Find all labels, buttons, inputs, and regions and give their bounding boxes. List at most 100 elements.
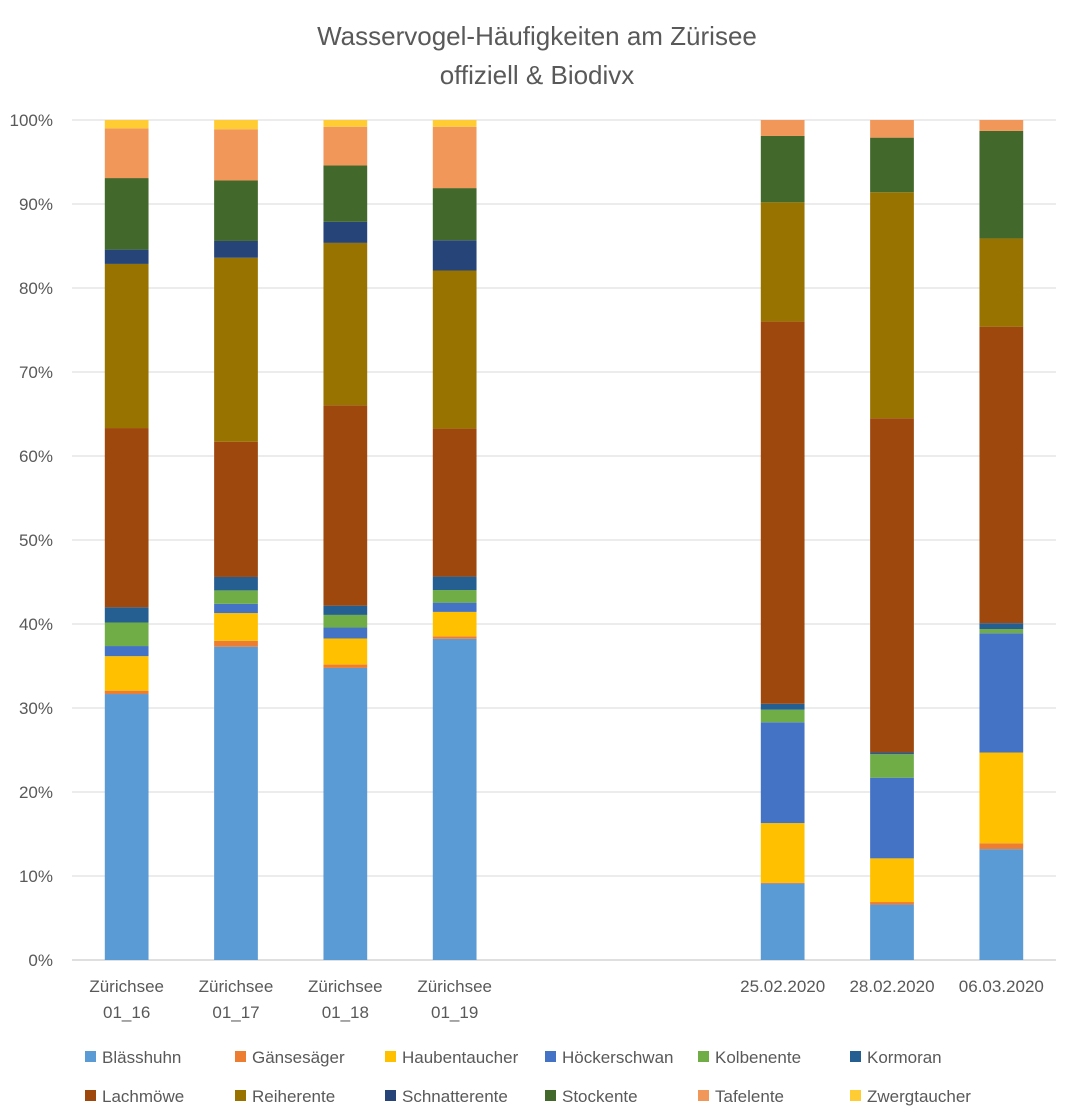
bar-segment [432,602,477,612]
x-tick-label: 28.02.2020 [849,977,934,996]
bar-segment [323,627,368,639]
y-tick-label: 50% [19,531,53,550]
y-axis-tick-labels: 0% 10% 20% 30% 40% 50% 60% 70% 80% 90% 100% [10,111,53,970]
bar-segment [760,823,805,883]
bar-segment [323,664,368,668]
legend-label: Haubentaucher [402,1048,519,1067]
bar-segment [760,722,805,824]
bar-segment [979,629,1024,634]
bar-segment [323,614,368,628]
bar-segment [104,656,149,691]
bar-segment [104,694,149,960]
bar-segment [979,623,1024,630]
y-tick-label: 10% [19,867,53,886]
x-tick-label: 01_17 [212,1003,259,1022]
bar-segment [760,882,805,884]
x-tick-label: Zürichsee [199,977,274,996]
x-tick-label: 25.02.2020 [740,977,825,996]
bar-segment [214,180,258,241]
bar-segment [323,165,368,222]
bar-segment [870,120,914,138]
bar-segment [104,690,149,695]
bar-segment [323,221,368,243]
bar-segment [870,904,914,960]
bar-segment [432,120,477,127]
bar-segment [214,120,258,130]
legend-swatch [235,1090,246,1101]
x-axis-tick-labels: Zürichsee 01_16 Zürichsee 01_17 Zürichsee 01_… [89,977,1044,1022]
legend-swatch [698,1051,709,1062]
x-tick-label: 01_18 [322,1003,369,1022]
legend-swatch [698,1090,709,1101]
bar-segment [214,646,258,960]
chart-title: Wasservogel-Häufigkeiten am Zürisee [317,21,757,51]
bar-segment [323,405,368,606]
legend-swatch [85,1090,96,1101]
legend-label: Tafelente [715,1087,784,1106]
bar-segment [104,428,149,608]
y-tick-label: 90% [19,195,53,214]
bar-segment [760,709,805,723]
bar-segment [323,120,368,127]
legend: Blässhuhn Gänsesäger Haubentaucher Höckersc… [85,1048,971,1106]
bar-segment [323,242,368,406]
bar-segment [979,130,1024,239]
bar-segment [870,777,914,859]
bar-segment [979,238,1024,327]
legend-label: Reiherente [252,1087,335,1106]
bar-segment [104,646,149,657]
legend-swatch [850,1051,861,1062]
bar-segment [432,240,477,271]
legend-label: Schnatterente [402,1087,508,1106]
bar-segment [323,605,368,615]
bar-segment [760,321,805,704]
bar-segment [432,636,477,639]
bar-segment [214,603,258,614]
bar-segment [432,428,477,577]
legend-label: Lachmöwe [102,1087,184,1106]
bar-segment [214,590,258,604]
x-tick-label: Zürichsee [308,977,383,996]
legend-swatch [85,1051,96,1062]
bar-segment [104,178,149,250]
bar-segment [979,326,1024,624]
legend-swatch [545,1051,556,1062]
bar-segment [323,667,368,960]
bar-segment [760,703,805,710]
bar-segment [979,120,1024,131]
bar-segment [432,638,477,960]
y-tick-label: 70% [19,363,53,382]
bar-segment [979,843,1024,850]
bar-segment [432,576,477,591]
bar-segment [870,858,914,903]
x-tick-label: 01_16 [103,1003,150,1022]
y-tick-label: 0% [28,951,53,970]
y-tick-label: 60% [19,447,53,466]
bar-segment [870,752,914,755]
bar-segment [214,640,258,647]
y-tick-label: 40% [19,615,53,634]
bar-segment [870,902,914,905]
legend-swatch [385,1090,396,1101]
bar-segment [432,270,477,429]
bar-segment [979,633,1024,753]
bar-segment [104,128,149,179]
bar-segment [760,883,805,960]
legend-label: Kormoran [867,1048,942,1067]
bar-segment [870,192,914,419]
bar-segment [214,129,258,181]
bar-segment [214,257,258,442]
legend-swatch [850,1090,861,1101]
bar-segment [214,240,258,258]
bar-segment [104,263,149,429]
bar-segment [214,613,258,641]
bar-segment [870,418,914,753]
bar-segment [979,752,1024,844]
bar-segment [760,202,805,322]
bar-segment [979,849,1024,960]
bar-segment [323,126,368,166]
chart-subtitle: offiziell & Biodivx [440,60,635,90]
legend-label: Zwergtaucher [867,1087,971,1106]
bar-segment [323,638,368,665]
bar-segment [104,622,149,647]
